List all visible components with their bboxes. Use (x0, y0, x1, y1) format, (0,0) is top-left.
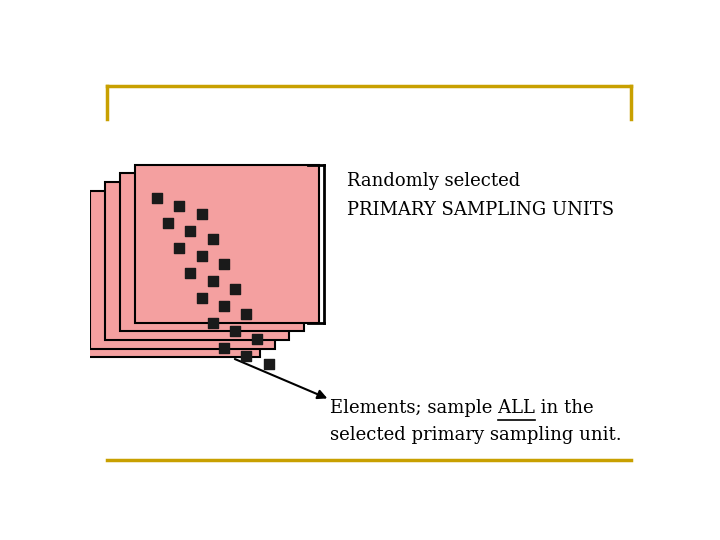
Text: Elements; sample ALL in the: Elements; sample ALL in the (330, 399, 593, 417)
Point (163, 219, 174, 227)
Bar (105, 182, 289, 340)
Point (218, 343, 230, 352)
Point (151, 193, 163, 202)
Point (184, 227, 196, 235)
Point (229, 327, 240, 335)
Point (240, 352, 252, 360)
Point (174, 202, 185, 211)
Point (252, 335, 264, 343)
Bar (120, 173, 304, 331)
Bar (91, 191, 274, 349)
Point (196, 293, 207, 302)
Point (207, 235, 219, 244)
Text: PRIMARY SAMPLING UNITS: PRIMARY SAMPLING UNITS (347, 201, 614, 219)
Point (184, 268, 196, 277)
Bar (76, 199, 260, 357)
Text: Randomly selected: Randomly selected (347, 172, 520, 190)
Point (240, 310, 252, 319)
Point (207, 318, 219, 327)
Text: selected primary sampling unit.: selected primary sampling unit. (330, 426, 621, 444)
Point (263, 360, 274, 368)
Text: Elements; sample: Elements; sample (330, 399, 498, 417)
Point (196, 252, 207, 260)
Point (207, 276, 219, 285)
Point (174, 244, 185, 252)
Text: ALL: ALL (498, 399, 535, 417)
Bar (135, 165, 319, 322)
Point (229, 285, 240, 294)
Point (196, 210, 207, 219)
Point (218, 302, 230, 310)
Point (218, 260, 230, 269)
